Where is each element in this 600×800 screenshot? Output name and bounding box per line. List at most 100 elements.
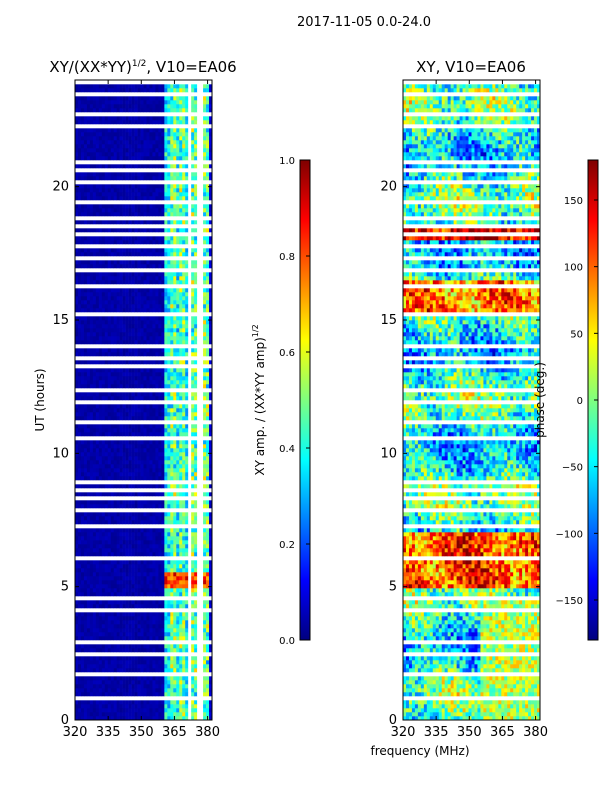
heatmap-cell [191,208,195,213]
heatmap-cell [158,520,162,525]
heatmap-cell [77,348,82,353]
heatmap-cell [191,296,195,301]
heatmap-cell [170,716,174,721]
heatmap-cell [137,536,141,541]
heatmap-cell [158,632,162,637]
heatmap-cell [176,540,180,545]
heatmap-cell [101,404,106,409]
heatmap-cell [182,308,186,313]
heatmap-cell [75,476,79,481]
heatmap-cell [140,452,144,457]
heatmap-cell [179,564,183,569]
heatmap-cell [128,464,132,469]
heatmap-cell [122,680,126,685]
heatmap-cell [197,296,201,301]
heatmap-cell [182,588,186,593]
heatmap-cell [209,712,213,717]
heatmap-cell [125,712,129,717]
heatmap-cell [188,440,192,445]
heatmap-cell [200,552,204,557]
heatmap-cell [101,704,106,709]
heatmap-cell [167,212,171,217]
heatmap-cell [80,676,85,681]
heatmap-cell [98,392,103,397]
heatmap-cell [149,340,153,345]
heatmap-cell [167,332,171,337]
heatmap-cell [149,476,153,481]
heatmap-cell [155,692,159,697]
heatmap-cell [137,460,141,465]
heatmap-cell [161,212,165,217]
heatmap-cell [146,376,150,381]
heatmap-cell [77,328,82,333]
heatmap-cell [164,500,168,505]
heatmap-cell [179,240,183,245]
heatmap-cell [137,684,141,689]
heatmap-cell [107,376,112,381]
heatmap-cell [206,340,210,345]
heatmap-cell [176,220,180,225]
heatmap-cell [176,240,180,245]
heatmap-cell [185,236,189,241]
heatmap-cell [164,324,168,329]
heatmap-cell [89,612,94,617]
heatmap-cell [188,660,192,665]
heatmap-cell [137,620,141,625]
heatmap-cell [75,392,79,397]
heatmap-cell [146,564,150,569]
heatmap-cell [95,544,100,549]
heatmap-cell [107,276,112,281]
heatmap-cell [149,328,153,333]
heatmap-cell [182,540,186,545]
heatmap-cell [83,368,88,373]
heatmap-cell [209,272,213,277]
heatmap-cell [170,460,174,465]
heatmap-cell [194,540,198,545]
heatmap-cell [179,576,183,581]
heatmap-cell [158,424,162,429]
heatmap-cell [197,632,201,637]
heatmap-cell [110,444,115,449]
heatmap-cell [134,656,138,661]
heatmap-cell [83,260,88,265]
heatmap-cell [155,520,159,525]
heatmap-cell [110,476,115,481]
heatmap-cell [86,336,91,341]
heatmap-cell [209,644,213,649]
heatmap-cell [158,664,162,669]
heatmap-cell [155,176,159,181]
heatmap-cell [98,336,103,341]
heatmap-cell [92,208,97,213]
heatmap-cell [143,296,147,301]
heatmap-cell [119,404,123,409]
heatmap-cell [125,532,129,537]
heatmap-cell [152,220,156,225]
heatmap-cell [158,572,162,577]
heatmap-cell [194,184,198,189]
heatmap-cell [107,544,112,549]
heatmap-cell [188,616,192,621]
heatmap-cell [137,708,141,713]
heatmap-cell [161,468,165,473]
heatmap-cell [161,184,165,189]
heatmap-cell [209,212,213,217]
heatmap-cell [143,676,147,681]
heatmap-cell [137,512,141,517]
heatmap-cell [125,592,129,597]
heatmap-cell [146,592,150,597]
heatmap-cell [200,648,204,653]
heatmap-cell [134,664,138,669]
heatmap-cell [107,704,112,709]
amplitude-heatmap [75,80,213,721]
heatmap-cell [146,184,150,189]
heatmap-cell [158,512,162,517]
heatmap-cell [167,548,171,553]
heatmap-cell [197,192,201,197]
heatmap-cell [197,468,201,473]
heatmap-cell [86,264,91,269]
heatmap-cell [140,288,144,293]
heatmap-cell [185,252,189,257]
heatmap-cell [152,472,156,477]
heatmap-cell [116,600,120,605]
heatmap-cell [101,324,106,329]
